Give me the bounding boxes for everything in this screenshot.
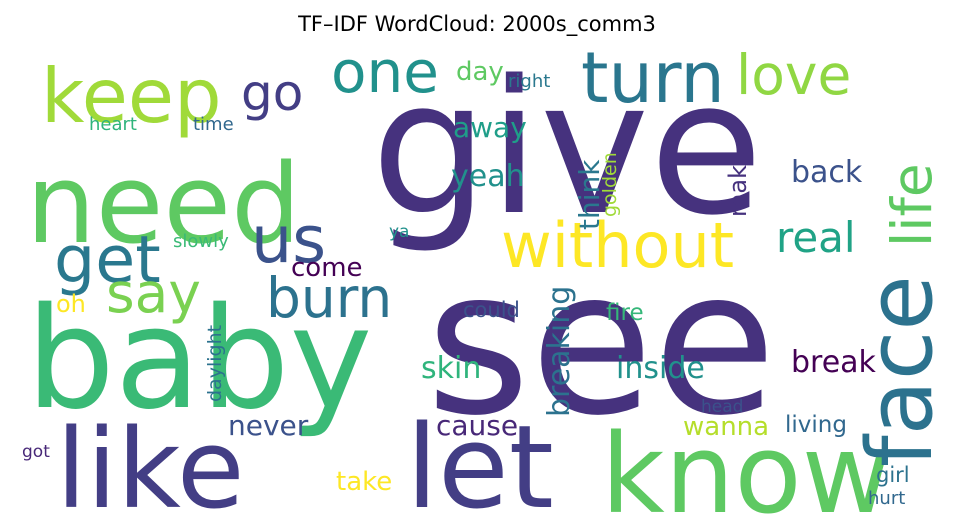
word-get: get	[54, 223, 161, 298]
word-turn: turn	[581, 42, 725, 119]
chart-title: TF–IDF WordCloud: 2000s_comm3	[298, 12, 656, 36]
word-love: love	[736, 43, 851, 107]
word-heart: heart	[89, 114, 137, 135]
word-say: say	[106, 261, 201, 325]
word-make: make	[724, 151, 752, 217]
word-keep: keep	[41, 52, 222, 140]
word-right: right	[508, 71, 550, 92]
word-come: come	[291, 253, 363, 283]
word-wanna: wanna	[683, 412, 769, 442]
word-oh: oh	[56, 290, 86, 318]
word-fire: fire	[606, 300, 644, 326]
word-let: let	[406, 401, 554, 516]
word-breaking: breaking	[542, 286, 577, 417]
word-back: back	[791, 155, 863, 190]
word-daylight: daylight	[204, 325, 226, 402]
word-go: go	[241, 64, 303, 122]
word-life: life	[880, 163, 938, 247]
word-without: without	[501, 209, 734, 282]
word-see: see	[426, 227, 776, 460]
word-baby: baby	[26, 278, 372, 441]
word-away: away	[453, 111, 527, 144]
word-got: got	[22, 442, 50, 462]
word-head: head	[701, 397, 743, 417]
word-know: know	[601, 410, 892, 516]
word-living: living	[785, 412, 847, 438]
word-yeah: yeah	[451, 159, 525, 194]
word-real: real	[776, 213, 856, 262]
word-skin: skin	[421, 351, 481, 386]
word-give: give	[371, 42, 763, 256]
word-break: break	[791, 345, 877, 380]
word-girl: girl	[876, 463, 910, 487]
word-hurt: hurt	[868, 488, 905, 509]
word-need: need	[26, 140, 301, 268]
word-one: one	[331, 42, 439, 106]
word-never: never	[228, 409, 309, 442]
word-could: could	[463, 298, 520, 322]
word-face: face	[848, 275, 938, 467]
word-take: take	[336, 467, 392, 497]
word-inside: inside	[616, 351, 705, 386]
word-ya: ya	[389, 222, 409, 242]
word-like: like	[56, 405, 245, 516]
word-day: day	[456, 57, 504, 87]
word-time: time	[193, 114, 234, 135]
word-us: us	[251, 203, 326, 278]
word-cause: cause	[436, 409, 518, 442]
word-think: think	[573, 159, 606, 230]
word-slowly: slowly	[173, 231, 229, 252]
word-golden: golden	[599, 152, 621, 217]
word-burn: burn	[266, 266, 392, 330]
